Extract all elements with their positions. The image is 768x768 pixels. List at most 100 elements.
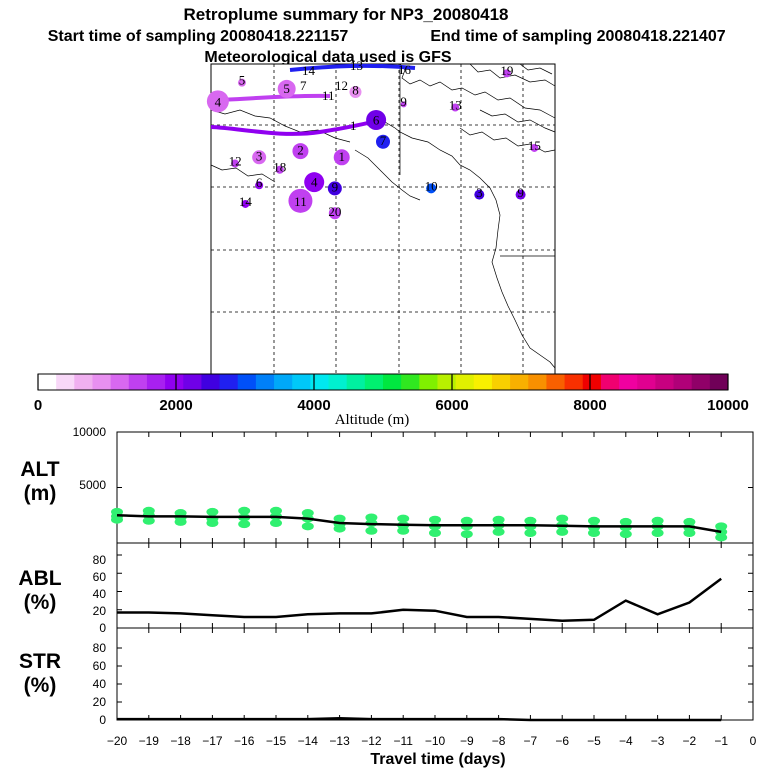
map-label: 1 [350, 118, 357, 133]
alt-scatter-point [206, 507, 219, 516]
map-circle-label: 3 [476, 185, 483, 200]
alt-scatter-point [588, 516, 600, 525]
str-ytick-label: 20 [93, 695, 107, 709]
axis-ticks [116, 431, 754, 721]
colorbar-swatch [582, 374, 602, 390]
alt-scatter-point [238, 520, 251, 529]
map-circle-label: 11 [294, 194, 307, 209]
map-circle-label: 1 [338, 149, 345, 164]
map-plume-circle [231, 159, 240, 168]
alt-scatter-point [270, 519, 282, 528]
map-plume-circle [252, 150, 267, 165]
alt-scatter-point [397, 514, 410, 523]
colorbar-swatch [691, 374, 711, 390]
colorbar-swatch [165, 374, 184, 390]
abl-panel-label: ABL [18, 567, 61, 590]
colorbar-swatch [437, 374, 457, 390]
alt-scatter-point [619, 530, 632, 539]
alt-scatter-point [651, 516, 664, 525]
map-plume-circle [327, 181, 342, 196]
alt-ytick-label: 5000 [79, 478, 106, 492]
colorbar-tick-label: 0 [34, 397, 42, 414]
colorbar-swatch [637, 374, 656, 390]
alt-ytick-label: 10000 [73, 425, 107, 439]
alt-scatter-point [715, 533, 728, 542]
alt-panel-label: ALT [20, 458, 59, 481]
alt-scatter-point [651, 529, 664, 538]
colorbar-swatch [491, 374, 511, 390]
map-circle-label: 10 [425, 179, 438, 194]
x-tick-labels: −20 −19 −18 −17 −16 −15 −14 −13 −12 −11 −10 −9 −8 −7−… [107, 734, 757, 748]
map-circle-label: 9 [400, 94, 407, 109]
str-ytick-label: 40 [93, 677, 107, 691]
colorbar-swatch [528, 374, 547, 390]
map-label: 16 [398, 62, 412, 77]
alt-scatter-point [365, 513, 378, 522]
alt-scatter-point [333, 514, 346, 523]
colorbar-swatch [255, 374, 275, 390]
x-tick-label: −16 [234, 734, 255, 748]
x-axis-label: Travel time (days) [370, 751, 505, 768]
map-plume-circle [292, 143, 309, 160]
alt-scatter-point [588, 529, 600, 538]
str-y-ticks: 0 20 40 60 80 [93, 641, 107, 727]
x-tick-label: −10 [425, 734, 446, 748]
colorbar-swatch [600, 374, 620, 390]
colorbar-tick-label: 4000 [297, 397, 330, 414]
colorbar-tick-label: 2000 [159, 397, 192, 414]
colorbar-swatch [401, 374, 420, 390]
alt-scatter-point [174, 517, 187, 526]
map-circle-label: 9 [332, 180, 339, 195]
colorbar-swatches [38, 374, 729, 390]
abl-series-line [117, 577, 722, 622]
colorbar-tick-labels: 0 2000 4000 6000 8000 10000 [34, 374, 749, 414]
alt-scatter-point [524, 516, 537, 525]
x-tick-label: −8 [492, 734, 506, 748]
colorbar-swatch [183, 374, 202, 390]
colorbar-swatch [74, 374, 93, 390]
colorbar-swatch [237, 374, 257, 390]
abl-ytick-label: 80 [93, 553, 107, 567]
map-circle-label: 5 [283, 81, 290, 96]
alt-scatter-point [429, 529, 441, 538]
abl-ytick-label: 40 [93, 587, 107, 601]
colorbar-swatch [364, 374, 384, 390]
alt-scatter-point [301, 522, 314, 531]
map-plume-circle [288, 188, 313, 213]
alt-scatter-point [397, 526, 410, 535]
x-tick-label: −12 [361, 734, 382, 748]
colorbar-swatch [38, 374, 57, 390]
alt-scatter-point [142, 516, 155, 525]
colorbar-tick-label: 6000 [435, 397, 468, 414]
map-circle-label: 4 [215, 94, 222, 109]
colorbar-swatch [219, 374, 239, 390]
map-circle-label: 8 [352, 83, 359, 98]
map-plume-circle [502, 69, 511, 78]
x-tick-label: −3 [651, 734, 665, 748]
map-plume-circle [515, 189, 526, 200]
x-tick-label: −2 [683, 734, 697, 748]
str-ytick-label: 0 [99, 713, 106, 727]
colorbar-swatch [310, 374, 330, 390]
colorbar-swatch [201, 374, 221, 390]
x-tick-label: −11 [393, 734, 413, 748]
alt-scatter-point [460, 530, 473, 539]
colorbar-label: Altitude (m) [335, 412, 410, 428]
alt-scatter-point [556, 514, 569, 523]
map-circle-label: 15 [528, 138, 541, 153]
str-ytick-label: 60 [93, 659, 107, 673]
colorbar-swatch [564, 374, 584, 390]
map-frame [210, 63, 556, 376]
map-circle-label: 7 [380, 133, 387, 148]
map-circle-label: 12 [229, 153, 242, 168]
map-circle-label: 20 [328, 204, 341, 219]
alt-scatter-point [429, 515, 441, 524]
map-plume-circle [366, 109, 387, 130]
colorbar-swatch [619, 374, 638, 390]
colorbar-swatch [655, 374, 675, 390]
str-panel-unit: (%) [24, 674, 57, 697]
map-label: 11 [322, 88, 335, 103]
map-plume-circle [400, 101, 407, 108]
